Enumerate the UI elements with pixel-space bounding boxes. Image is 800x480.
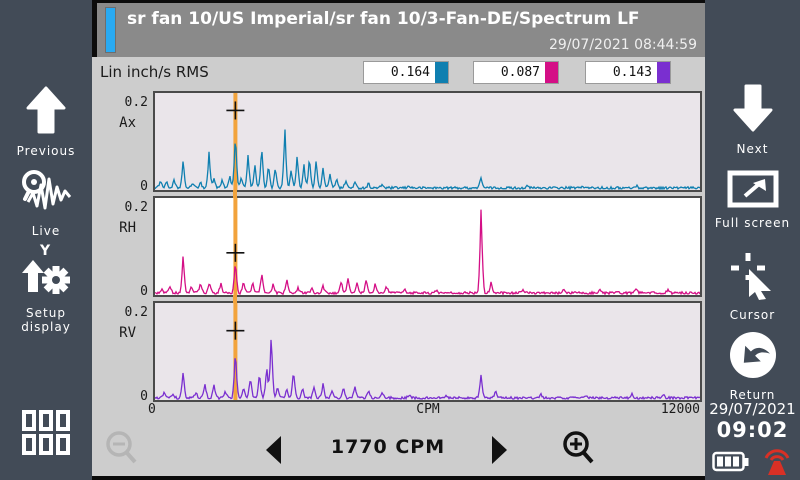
fullscreen-button[interactable]: Full screen bbox=[705, 170, 800, 230]
setup-display-button[interactable]: Y Setup display bbox=[0, 242, 92, 334]
return-label: Return bbox=[729, 388, 776, 402]
measurement-timestamp: 29/07/2021 08:44:59 bbox=[548, 37, 697, 53]
y-max-label-ax: 0.2 bbox=[124, 95, 148, 110]
x-tick-max: 12000 bbox=[660, 402, 700, 417]
cursor-line-gap1 bbox=[233, 190, 237, 198]
battery-icon bbox=[712, 451, 749, 472]
arrow-up-icon bbox=[26, 86, 66, 134]
live-label: Live bbox=[31, 224, 61, 238]
cursor-frequency-label: 1770 CPM bbox=[330, 436, 446, 458]
reading-colorchip-rv bbox=[657, 62, 670, 83]
reading-box-rh: 0.087 bbox=[473, 61, 559, 84]
return-arrow-icon bbox=[729, 332, 776, 378]
status-time: 09:02 bbox=[716, 418, 789, 442]
fullscreen-icon bbox=[727, 170, 778, 208]
cursor-mode-label: Cursor bbox=[729, 308, 776, 322]
svg-text:Y: Y bbox=[39, 243, 51, 259]
header-accent-bar bbox=[105, 7, 116, 53]
spectrum-plot-ax[interactable] bbox=[153, 91, 702, 192]
return-button[interactable]: Return bbox=[705, 330, 800, 402]
y-max-label-rv: 0.2 bbox=[124, 305, 148, 320]
channel-label-ax: Ax bbox=[119, 115, 136, 131]
reading-value-rv: 0.143 bbox=[612, 65, 652, 80]
cursor-mode-button[interactable]: Cursor bbox=[705, 250, 800, 322]
spectrum-plot-rv[interactable] bbox=[153, 301, 702, 402]
main-panel: sr fan 10/US Imperial/sr fan 10/3-Fan-DE… bbox=[92, 0, 705, 480]
setup-display-label: Setup display bbox=[21, 306, 71, 334]
fullscreen-label: Full screen bbox=[714, 216, 791, 230]
wireless-alert-icon bbox=[764, 449, 790, 475]
channel-label-rv: RV bbox=[119, 325, 136, 341]
x-tick-min: 0 bbox=[148, 402, 156, 417]
zoom-out-button[interactable] bbox=[104, 430, 140, 468]
zoom-in-button[interactable] bbox=[560, 430, 598, 468]
cursor-step-left-button[interactable] bbox=[266, 436, 281, 464]
status-icons bbox=[705, 448, 800, 476]
next-button[interactable]: Next bbox=[705, 84, 800, 156]
left-sidebar: Previous Live Y Setup di bbox=[0, 0, 92, 480]
measurement-path-title: sr fan 10/US Imperial/sr fan 10/3-Fan-DE… bbox=[127, 9, 640, 29]
bottom-toolbar: 1770 CPM bbox=[92, 424, 705, 476]
channel-label-rh: RH bbox=[119, 220, 136, 236]
cursor-step-right-button[interactable] bbox=[492, 436, 507, 464]
header-bar: sr fan 10/US Imperial/sr fan 10/3-Fan-DE… bbox=[92, 0, 705, 57]
next-label: Next bbox=[736, 142, 769, 156]
reading-value-rh: 0.087 bbox=[500, 65, 540, 80]
x-axis-label: CPM bbox=[416, 402, 440, 417]
reading-value-ax: 0.164 bbox=[390, 65, 430, 80]
cursor-line-gap2 bbox=[233, 295, 237, 303]
reading-colorchip-ax bbox=[435, 62, 448, 83]
y-min-label-rv: 0 bbox=[140, 389, 148, 404]
reading-colorchip-rh bbox=[545, 62, 558, 83]
setup-display-icon: Y bbox=[22, 243, 70, 294]
status-date: 29/07/2021 bbox=[709, 400, 796, 418]
reading-box-rv: 0.143 bbox=[585, 61, 671, 84]
previous-label: Previous bbox=[16, 144, 76, 158]
right-sidebar: Next Full screen Cursor Return bbox=[705, 0, 800, 480]
reading-box-ax: 0.164 bbox=[363, 61, 449, 84]
live-waveform-icon bbox=[22, 170, 72, 210]
spectrum-plot-rh[interactable] bbox=[153, 196, 702, 297]
arrow-down-icon bbox=[733, 84, 772, 132]
grid-menu-icon bbox=[22, 410, 70, 455]
unit-label: Lin inch/s RMS bbox=[100, 63, 209, 81]
y-min-label-ax: 0 bbox=[140, 179, 148, 194]
previous-button[interactable]: Previous bbox=[0, 86, 92, 158]
cursor-crosshair-icon bbox=[730, 253, 771, 300]
live-button[interactable]: Live bbox=[0, 166, 92, 238]
home-menu-button[interactable] bbox=[0, 410, 92, 455]
x-axis: 0 CPM 12000 bbox=[92, 402, 705, 418]
y-max-label-rh: 0.2 bbox=[124, 200, 148, 215]
y-min-label-rh: 0 bbox=[140, 284, 148, 299]
